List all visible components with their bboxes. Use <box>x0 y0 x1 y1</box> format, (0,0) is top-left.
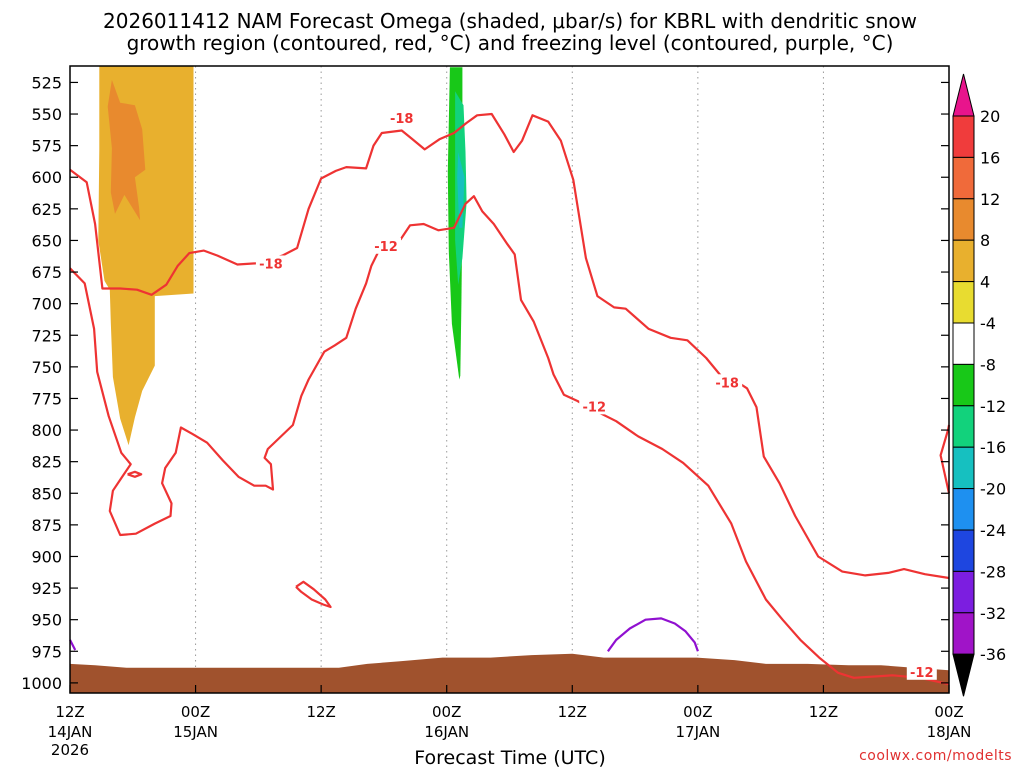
colorbar-swatch-1 <box>952 156 975 200</box>
x-tick-time-4: 12Z <box>558 703 587 721</box>
colorbar-swatch-11 <box>952 570 975 614</box>
y-tick-label-11: 800 <box>31 421 62 440</box>
x-tick-time-7: 00Z <box>934 703 963 721</box>
y-tick-label-0: 525 <box>31 73 62 92</box>
colorbar-swatch-12 <box>952 612 975 655</box>
x-tick-time-6: 12Z <box>809 703 838 721</box>
y-tick-label-1: 550 <box>31 105 62 124</box>
colorbar-label-5: -4 <box>980 314 996 333</box>
y-tick-label-14: 875 <box>31 516 62 535</box>
y-tick-label-4: 625 <box>31 200 62 219</box>
contour-label-3: -18 <box>715 376 739 391</box>
pressure-axis: 525 550 575 600 625 650 675 700 725 750 775 800 825 8… <box>21 73 949 693</box>
terrain-fill <box>70 653 949 693</box>
y-tick-label-13: 850 <box>31 484 62 503</box>
colorbar-label-0: 20 <box>980 107 1000 126</box>
colorbar-label-4: 4 <box>980 273 990 292</box>
colorbar-swatch-3 <box>952 239 975 283</box>
colorbar-swatch-6 <box>952 363 975 407</box>
x-tick-date-3: 16JAN <box>424 723 469 741</box>
freezing-contour-1 <box>607 617 699 652</box>
y-tick-label-17: 950 <box>31 611 62 630</box>
x-tick-time-2: 12Z <box>306 703 335 721</box>
contour-label-bg-1 <box>255 255 286 272</box>
x-tick-date-1: 15JAN <box>173 723 218 741</box>
dgz-contour-2 <box>127 470 143 478</box>
y-tick-label-5: 650 <box>31 231 62 250</box>
y-tick-label-18: 975 <box>31 642 62 661</box>
credit-text: coolwx.com/modelts <box>859 748 1012 764</box>
colorbar-swatch-10 <box>952 529 975 572</box>
contour-label-4: -12 <box>583 400 607 415</box>
colorbar-label-2: 12 <box>980 190 1000 209</box>
y-tick-label-6: 675 <box>31 263 62 282</box>
y-tick-label-2: 575 <box>31 137 62 156</box>
colorbar-label-3: 8 <box>980 231 990 250</box>
x-tick-time-5: 00Z <box>683 703 712 721</box>
contour-label-5: -12 <box>910 666 934 681</box>
chart-title-line-1: 2026011412 NAM Forecast Omega (shaded, μ… <box>103 9 917 33</box>
x-tick-time-3: 00Z <box>432 703 461 721</box>
x-axis-label: Forecast Time (UTC) <box>414 747 605 768</box>
x-tick-date-0: 14JAN <box>48 723 93 741</box>
colorbar-swatch-7 <box>952 405 975 448</box>
x-tick-time-0: 12Z <box>55 703 84 721</box>
freezing-contour-0 <box>69 639 77 651</box>
colorbar-bottom-arrow <box>952 653 975 697</box>
colorbar-label-13: -36 <box>980 645 1006 664</box>
contour-label-layer: -18 -18 -12 -18 -12 -12 <box>255 110 937 681</box>
colorbar-label-6: -8 <box>980 355 996 374</box>
contour-label-bg-4 <box>579 398 610 415</box>
contour-label-bg-2 <box>371 237 402 254</box>
dgz-contour-1 <box>69 195 950 686</box>
colorbar-swatch-2 <box>952 198 975 241</box>
contour-label-1: -18 <box>259 257 283 272</box>
contour-label-0: -18 <box>390 112 414 127</box>
colorbar-swatch-8 <box>952 446 975 490</box>
x-tick-time-1: 00Z <box>181 703 210 721</box>
x-tick-date-7: 18JAN <box>927 723 972 741</box>
contour-label-bg-0 <box>386 110 417 127</box>
y-tick-label-9: 750 <box>31 358 62 377</box>
omega-region-7 <box>760 452 776 567</box>
colorbar-label-9: -20 <box>980 480 1006 499</box>
y-tick-label-15: 900 <box>31 547 62 566</box>
vertical-gridlines <box>195 66 824 693</box>
terrain-layer <box>70 653 949 693</box>
colorbar-swatch-9 <box>952 488 975 531</box>
contour-label-bg-5 <box>906 663 937 680</box>
x-tick-date-5: 17JAN <box>675 723 720 741</box>
y-tick-label-8: 725 <box>31 326 62 345</box>
y-tick-label-16: 925 <box>31 579 62 598</box>
colorbar-swatch-5 <box>952 322 975 365</box>
omega-colorbar: 20 16 12 8 4 -4 -8 -12 -16 -20 -24 -28 -32 -36 <box>952 73 1006 697</box>
colorbar-label-10: -24 <box>980 521 1006 540</box>
omega-shading-layer <box>98 66 817 567</box>
dgz-contour-3 <box>295 580 332 609</box>
chart-title-line-2: growth region (contoured, red, °C) and f… <box>127 31 894 55</box>
plot-frame <box>69 65 950 694</box>
colorbar-label-8: -16 <box>980 438 1006 457</box>
x-tick-year-0: 2026 <box>51 741 89 759</box>
y-tick-label-10: 775 <box>31 389 62 408</box>
colorbar-label-7: -12 <box>980 397 1006 416</box>
colorbar-swatch-4 <box>952 281 975 324</box>
contour-label-2: -12 <box>374 240 398 255</box>
contour-label-bg-3 <box>712 374 743 391</box>
omega-region-1 <box>107 79 146 221</box>
y-tick-label-19: 1000 <box>21 674 62 693</box>
omega-region-6 <box>546 93 566 264</box>
colorbar-label-1: 16 <box>980 148 1000 167</box>
y-tick-label-3: 600 <box>31 168 62 187</box>
colorbar-label-11: -28 <box>980 562 1006 581</box>
dgz-contour-0 <box>69 112 950 580</box>
colorbar-swatch-0 <box>952 115 975 158</box>
colorbar-label-12: -32 <box>980 604 1006 623</box>
y-tick-label-7: 700 <box>31 295 62 314</box>
y-tick-label-12: 825 <box>31 453 62 472</box>
